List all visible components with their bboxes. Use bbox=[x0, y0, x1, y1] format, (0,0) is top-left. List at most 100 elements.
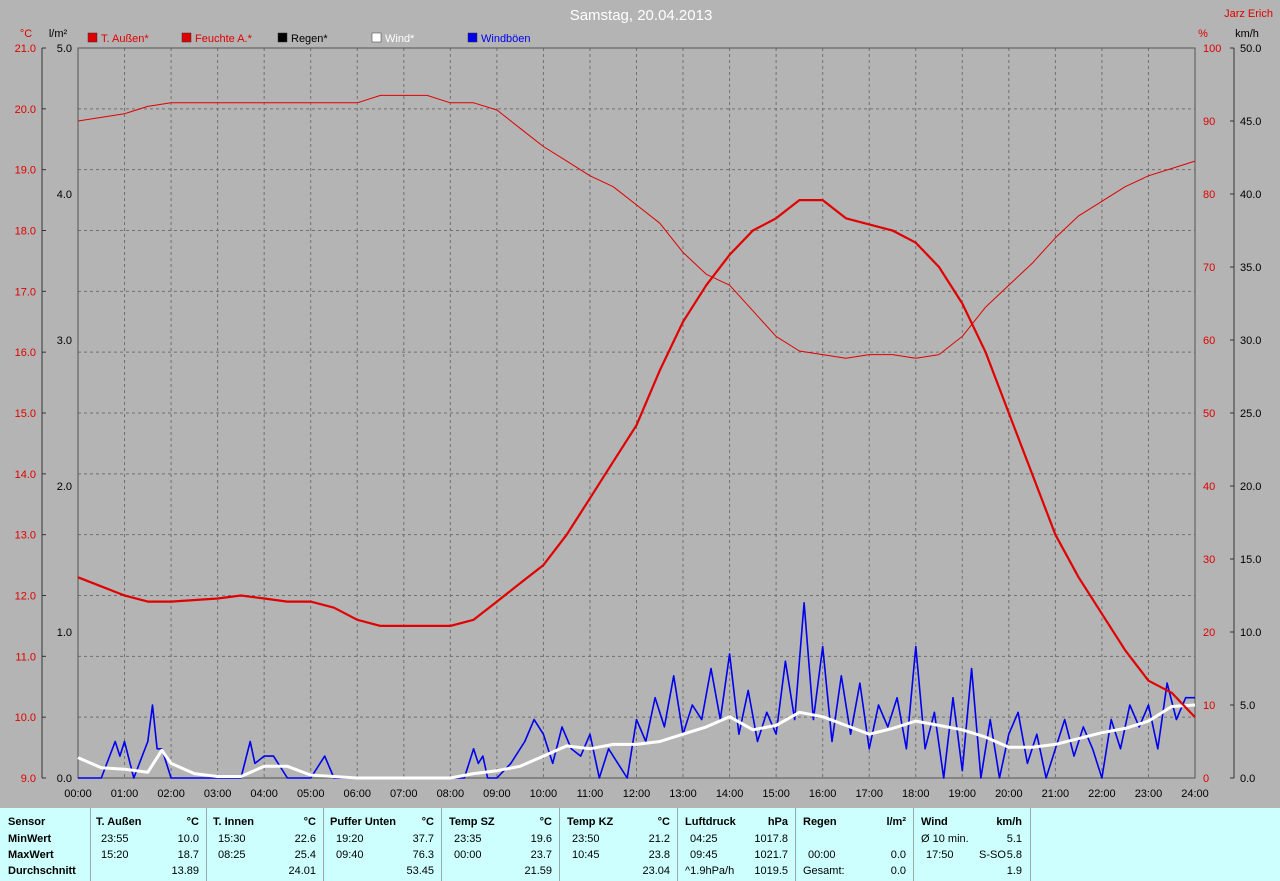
column-separator bbox=[1030, 808, 1031, 881]
temp-sz-max-value: 23.7 bbox=[530, 849, 552, 861]
regen-total: 0.0 bbox=[890, 865, 906, 877]
wind-tick-label: 25.0 bbox=[1240, 408, 1261, 420]
puffer-unit: °C bbox=[421, 816, 434, 828]
legend-swatch bbox=[467, 32, 478, 43]
temp-kz-max-time: 10:45 bbox=[572, 849, 600, 861]
time-tick-label: 03:00 bbox=[204, 788, 232, 800]
column-puffer-unten: Puffer Unten °C 19:20 37.7 09:40 76.3 53… bbox=[324, 808, 441, 881]
legend-swatch bbox=[277, 32, 288, 43]
time-tick-label: 19:00 bbox=[949, 788, 977, 800]
t-aussen-min-value: 10.0 bbox=[177, 833, 199, 845]
t-aussen-header: T. Außen bbox=[96, 816, 142, 828]
column-separator bbox=[441, 808, 442, 881]
puffer-max-time: 09:40 bbox=[336, 849, 364, 861]
column-separator bbox=[90, 808, 91, 881]
wind-unit: km/h bbox=[996, 816, 1022, 828]
series-line-feuchte-a bbox=[77, 94, 1196, 359]
humidity-tick-label: 10 bbox=[1203, 700, 1215, 712]
humidity-tick-label: 60 bbox=[1203, 335, 1215, 347]
humidity-tick-label: 90 bbox=[1203, 116, 1215, 128]
column-temp-kz: Temp KZ °C 23:50 21.2 10:45 23.8 23.04 bbox=[560, 808, 677, 881]
regen-header: Regen bbox=[803, 816, 837, 828]
author-label: Jarz Erich bbox=[1224, 8, 1273, 20]
temp-sz-avg: 21.59 bbox=[524, 865, 552, 877]
luftdruck-min-time: 04:25 bbox=[690, 833, 718, 845]
time-tick-label: 08:00 bbox=[437, 788, 465, 800]
regen-total-label: Gesamt: bbox=[803, 865, 845, 877]
humidity-tick-label: 30 bbox=[1203, 554, 1215, 566]
column-separator bbox=[913, 808, 914, 881]
column-regen: Regen l/m² 00:00 0.0 Gesamt: 0.0 bbox=[796, 808, 913, 881]
column-separator bbox=[323, 808, 324, 881]
legend-label: Windböen bbox=[481, 33, 531, 45]
column-separator bbox=[559, 808, 560, 881]
luftdruck-trend: ^1.9hPa/h bbox=[685, 865, 735, 877]
column-separator bbox=[795, 808, 796, 881]
temp-tick-label: 18.0 bbox=[15, 226, 36, 238]
time-tick-label: 12:00 bbox=[623, 788, 651, 800]
humidity-tick-label: 20 bbox=[1203, 627, 1215, 639]
wind-tick-label: 10.0 bbox=[1240, 627, 1261, 639]
time-tick-label: 05:00 bbox=[297, 788, 325, 800]
wind-tick-label: 5.0 bbox=[1240, 700, 1255, 712]
time-tick-label: 21:00 bbox=[1042, 788, 1070, 800]
temp-tick-label: 13.0 bbox=[15, 530, 36, 542]
temp-tick-label: 9.0 bbox=[21, 773, 36, 785]
weather-chart: Samstag, 20.04.2013 Jarz Erich T. Außen*… bbox=[14, 7, 1273, 800]
luftdruck-max-time: 09:45 bbox=[690, 849, 718, 861]
humidity-tick-label: 50 bbox=[1203, 408, 1215, 420]
legend-swatch bbox=[371, 32, 382, 43]
temp-sz-min-value: 19.6 bbox=[530, 833, 552, 845]
time-tick-label: 00:00 bbox=[64, 788, 92, 800]
row-label-max: MaxWert bbox=[8, 849, 54, 861]
rain-tick-label: 0.0 bbox=[57, 773, 72, 785]
time-tick-label: 10:00 bbox=[530, 788, 558, 800]
luftdruck-header: Luftdruck bbox=[685, 816, 736, 828]
time-tick-label: 24:00 bbox=[1181, 788, 1209, 800]
regen-max-time: 00:00 bbox=[808, 849, 836, 861]
temp-tick-label: 16.0 bbox=[15, 347, 36, 359]
t-aussen-max-value: 18.7 bbox=[177, 849, 199, 861]
temp-tick-label: 17.0 bbox=[15, 286, 36, 298]
temp-tick-label: 15.0 bbox=[15, 408, 36, 420]
t-aussen-min-time: 23:55 bbox=[101, 833, 129, 845]
rain-tick-label: 3.0 bbox=[57, 335, 72, 347]
column-temp-sz: Temp SZ °C 23:35 19.6 00:00 23.7 21.59 bbox=[442, 808, 559, 881]
puffer-header: Puffer Unten bbox=[330, 816, 396, 828]
humidity-axis-unit: % bbox=[1198, 28, 1208, 40]
temp-tick-label: 10.0 bbox=[15, 712, 36, 724]
temp-axis-unit: °C bbox=[20, 28, 32, 40]
t-innen-max-value: 25.4 bbox=[294, 849, 316, 861]
time-tick-label: 13:00 bbox=[669, 788, 697, 800]
legend-swatch bbox=[87, 32, 98, 43]
column-t-aussen: T. Außen °C 23:55 10.0 15:20 18.7 13.89 bbox=[91, 808, 206, 881]
legend-swatch bbox=[181, 32, 192, 43]
time-tick-label: 17:00 bbox=[855, 788, 883, 800]
rain-tick-label: 4.0 bbox=[57, 189, 72, 201]
wind-tick-label: 20.0 bbox=[1240, 481, 1261, 493]
humidity-tick-label: 100 bbox=[1203, 43, 1221, 55]
time-tick-label: 06:00 bbox=[343, 788, 371, 800]
luftdruck-max-value: 1021.7 bbox=[754, 849, 788, 861]
temp-sz-unit: °C bbox=[539, 816, 552, 828]
axes: 21.0 20.0 19.0 18.0 17.0 16.0 15.0 14.0 13.0 12.0… bbox=[15, 43, 1262, 800]
column-separator bbox=[206, 808, 207, 881]
puffer-min-time: 19:20 bbox=[336, 833, 364, 845]
rain-tick-label: 2.0 bbox=[57, 481, 72, 493]
time-tick-label: 01:00 bbox=[111, 788, 139, 800]
temp-sz-header: Temp SZ bbox=[449, 816, 495, 828]
temp-tick-label: 21.0 bbox=[15, 43, 36, 55]
wind-tick-label: 40.0 bbox=[1240, 189, 1261, 201]
t-aussen-unit: °C bbox=[186, 816, 199, 828]
wind-min-label: Ø 10 min. bbox=[921, 833, 969, 845]
temp-kz-min-value: 21.2 bbox=[648, 833, 670, 845]
time-tick-label: 22:00 bbox=[1088, 788, 1116, 800]
temp-kz-header: Temp KZ bbox=[567, 816, 614, 828]
time-tick-label: 04:00 bbox=[250, 788, 278, 800]
wind-min-value: 5.1 bbox=[1006, 833, 1022, 845]
column-wind: Wind km/h Ø 10 min. 5.1 17:50 S-SO 5.8 1… bbox=[914, 808, 1030, 881]
column-luftdruck: Luftdruck hPa 04:25 1017.8 09:45 1021.7 … bbox=[678, 808, 795, 881]
legend-label: T. Außen* bbox=[101, 33, 149, 45]
t-innen-avg: 24.01 bbox=[288, 865, 316, 877]
legend-label: Feuchte A.* bbox=[195, 33, 253, 45]
